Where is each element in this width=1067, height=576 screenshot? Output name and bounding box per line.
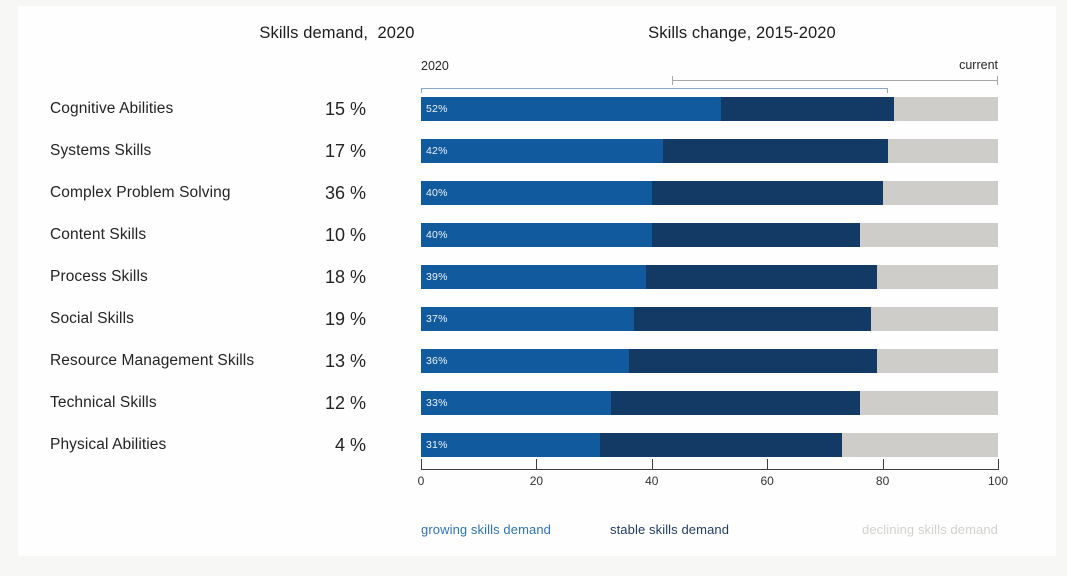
bar-segment-growing [421,265,647,289]
x-axis-tick [882,459,884,470]
x-axis-tick-label: 100 [987,474,1009,488]
x-axis-tick-label: 80 [875,474,890,488]
stacked-bar: 37% [421,307,998,331]
left-column-title: Skills demand, 2020 [259,24,415,42]
stacked-bar: 36% [421,349,998,373]
stacked-bar: 52% [421,97,998,121]
skill-demand-value: 18 % [324,266,366,287]
x-axis-tick [651,459,653,470]
stacked-bar: 40% [421,223,998,247]
skill-row: Technical Skills 12 % [50,391,366,415]
bar-segment-stable [721,97,895,121]
bar-value-label: 37% [426,313,448,325]
bar-segment-growing [421,223,652,247]
bar-segment-declining [842,433,998,457]
bracket-end-tick [996,76,998,85]
bar-segment-declining [888,139,998,163]
bars-section-title: Skills change, 2015-2020 [648,24,836,42]
x-axis-tick-label: 60 [760,474,774,488]
bar-value-label: 36% [426,355,448,367]
bar-segment-stable [646,265,877,289]
skill-demand-value: 13 % [324,350,366,371]
stacked-bar: 33% [421,391,998,415]
skill-row: Social Skills 19 % [50,307,366,331]
skill-row: Complex Problem Solving 36 % [50,181,366,205]
bar-segment-growing [421,139,664,163]
bar-segment-declining [871,307,998,331]
bar-segment-stable [628,349,877,373]
legend-declining-skills-demand: declining skills demand [862,522,998,537]
range-bracket-current [671,76,998,85]
skill-row: Systems Skills 17 % [50,139,366,163]
bar-segment-growing [421,349,629,373]
skill-name: Systems Skills [50,142,152,159]
bar-segment-stable [651,223,860,247]
bar-segment-declining [894,97,998,121]
bar-segment-growing [421,181,652,205]
stacked-bar: 31% [421,433,998,457]
bar-segment-stable [651,181,883,205]
range-bracket-2020 [421,88,889,93]
legend-growing-skills-demand: growing skills demand [421,522,551,537]
stacked-bar: 39% [421,265,998,289]
bar-segment-growing [421,97,722,121]
skill-name: Technical Skills [50,394,157,411]
skill-demand-value: 4 % [334,434,366,455]
bar-value-label: 39% [426,271,448,283]
x-axis-line [421,469,999,470]
bar-value-label: 40% [426,187,448,199]
bar-segment-declining [859,391,998,415]
x-axis-tick-label: 40 [645,474,659,488]
skill-row: Content Skills 10 % [50,223,366,247]
x-axis-tick [767,459,769,470]
x-axis-tick [998,459,999,470]
bracket-end-tick [421,88,422,93]
skill-demand-value: 19 % [324,308,366,329]
x-axis-tick [421,459,422,470]
skill-demand-value: 36 % [324,182,366,203]
bar-segment-growing [421,307,635,331]
skill-name: Process Skills [50,268,148,285]
x-axis-tick-label: 20 [529,474,544,488]
skill-row: Cognitive Abilities 15 % [50,97,366,121]
bar-segment-declining [876,349,998,373]
skill-name: Resource Management Skills [50,352,255,369]
bar-segment-stable [611,391,860,415]
bar-value-label: 33% [426,397,448,409]
skill-row: Process Skills 18 % [50,265,366,289]
bracket-end-tick [671,76,673,85]
skill-name: Cognitive Abilities [50,100,174,117]
legend-stable-skills-demand: stable skills demand [610,522,730,537]
bar-segment-declining [876,265,998,289]
bar-segment-growing [421,391,612,415]
stacked-bar: 42% [421,139,998,163]
bracket-label-current: current [959,58,998,72]
bar-value-label: 31% [426,439,448,451]
bracket-end-tick [887,88,889,93]
skill-name: Complex Problem Solving [50,184,231,201]
skill-row: Resource Management Skills 13 % [50,349,366,373]
bar-segment-declining [859,223,998,247]
bar-segment-stable [634,307,872,331]
skill-demand-value: 12 % [324,392,366,413]
skill-demand-value: 17 % [324,140,366,161]
skill-name: Content Skills [50,226,147,243]
bar-segment-stable [663,139,889,163]
bar-segment-stable [599,433,843,457]
bar-segment-growing [421,433,600,457]
skill-name: Physical Abilities [50,436,167,453]
stacked-bar: 40% [421,181,998,205]
skill-demand-value: 10 % [324,224,366,245]
bar-value-label: 40% [426,229,448,241]
bar-value-label: 42% [426,145,448,157]
skill-row: Physical Abilities 4 % [50,433,366,457]
skill-name: Social Skills [50,310,134,327]
bar-segment-declining [882,181,998,205]
bracket-label-2020: 2020 [421,59,449,73]
skill-demand-value: 15 % [324,98,366,119]
bar-value-label: 52% [426,103,448,115]
x-axis-tick-label: 0 [417,474,425,488]
x-axis-tick [536,459,538,470]
